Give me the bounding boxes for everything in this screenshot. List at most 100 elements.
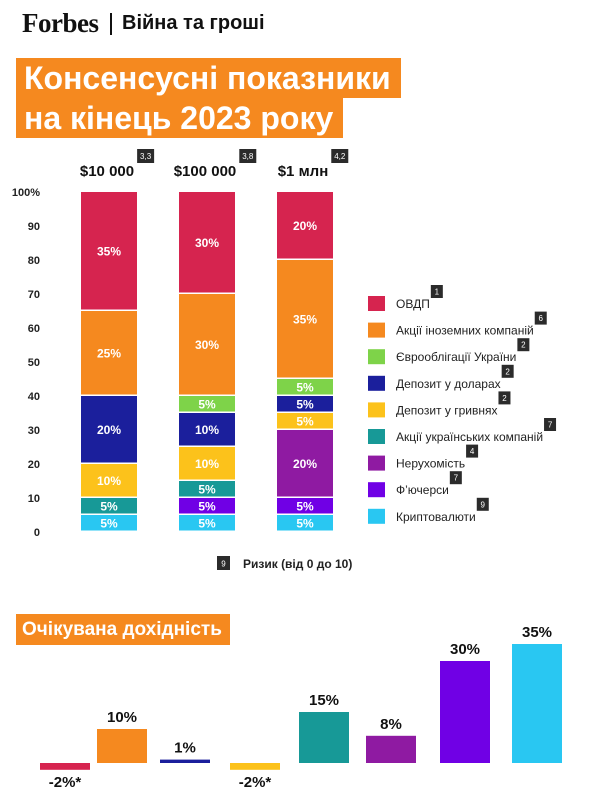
bar-segment	[277, 260, 333, 378]
y-tick-label: 90	[28, 221, 40, 233]
legend-risk-value: 7	[548, 421, 553, 430]
bar-segment	[277, 413, 333, 429]
bar-segment	[81, 515, 137, 531]
return-value-label: 30%	[450, 641, 480, 658]
segment-label: 5%	[296, 381, 314, 395]
page-title-line-1: Консенсусні показники	[16, 58, 401, 98]
segment-label: 5%	[198, 398, 216, 412]
bar-segment	[179, 481, 235, 497]
segment-label: 5%	[198, 517, 216, 531]
bar-segment	[179, 413, 235, 446]
y-tick-label: 40	[28, 391, 40, 403]
legend-risk-value: 4	[470, 447, 475, 456]
legend-risk-value: 9	[481, 500, 486, 509]
bar-segment	[179, 192, 235, 293]
legend-risk-value: 6	[539, 314, 544, 323]
bar-segment	[277, 379, 333, 395]
bar-segment	[179, 498, 235, 514]
legend-label: ОВДП	[396, 297, 430, 311]
legend-risk-badge	[466, 444, 479, 458]
portfolio-stacked-chart: 0 10 20 30 40 50 60 70 80 90 100% $10 000 3,3 5% 5% 10%…	[12, 149, 557, 571]
legend-risk-value: 2	[521, 341, 526, 350]
bar-segment	[179, 294, 235, 395]
segment-label: 25%	[97, 347, 121, 361]
legend-label: Нерухомість	[396, 457, 465, 471]
y-tick-label: 30	[28, 425, 40, 437]
legend-swatch	[368, 296, 385, 311]
segment-label: 30%	[195, 236, 219, 250]
y-tick-label: 20	[28, 459, 40, 471]
y-tick-label: 80	[28, 255, 40, 267]
return-value-label: -2%*	[49, 774, 82, 791]
segment-label: 5%	[296, 398, 314, 412]
return-value-label: 10%	[107, 709, 137, 726]
segment-label: 20%	[97, 423, 121, 437]
legend-label: Депозит у доларах	[396, 377, 501, 391]
return-bar	[366, 735, 416, 763]
bar-segment	[81, 498, 137, 514]
segment-label: 35%	[97, 245, 121, 259]
bar-segment	[81, 396, 137, 463]
y-tick-label: 70	[28, 289, 40, 301]
legend-risk-value: 1	[435, 288, 440, 297]
return-bar	[97, 729, 147, 763]
legend-risk-badge	[449, 471, 462, 485]
legend-risk-badge	[501, 364, 514, 378]
bar-segment	[81, 192, 137, 310]
return-bar	[440, 661, 490, 763]
legend-swatch	[368, 322, 385, 338]
legend-risk-badge	[517, 338, 530, 352]
bar-segment	[179, 447, 235, 480]
y-tick-label: 60	[28, 323, 40, 335]
legend-swatch	[368, 508, 385, 524]
return-bar	[160, 759, 210, 763]
legend-swatch	[368, 349, 385, 365]
segment-label: 20%	[293, 219, 317, 233]
risk-badge	[331, 149, 349, 163]
section-name: Війна та гроші	[122, 12, 265, 34]
legend-risk-value: 2	[505, 367, 510, 376]
segment-label: 5%	[296, 415, 314, 429]
segment-label: 10%	[195, 423, 219, 437]
legend-swatch	[368, 455, 385, 471]
segment-label: 5%	[296, 517, 314, 531]
legend-swatch	[368, 429, 385, 444]
bar-segment	[81, 464, 137, 497]
return-value-label: -2%*	[239, 774, 272, 791]
bar-segment	[277, 396, 333, 412]
segment-label: 5%	[100, 500, 118, 514]
segment-label: 5%	[198, 483, 216, 497]
legend-risk-badge	[498, 391, 511, 405]
category-label: $1 млн	[278, 163, 329, 180]
return-bar	[299, 712, 349, 763]
page-title-line-2: на кінець 2023 року	[16, 98, 344, 138]
legend-label: Єврооблігації України	[396, 350, 516, 364]
legend-swatch	[368, 375, 385, 391]
segment-label: 10%	[195, 457, 219, 471]
legend-swatch	[368, 402, 385, 418]
bar-segment	[277, 498, 333, 514]
bar-segment	[277, 192, 333, 259]
legend-risk-value: 2	[502, 394, 507, 403]
return-bar	[230, 763, 280, 770]
legend-label: Депозит у гривнях	[396, 403, 497, 417]
legend-swatch	[368, 482, 385, 498]
bar-segment	[277, 430, 333, 497]
returns-title: Очікувана дохідність	[16, 614, 230, 645]
segment-label: 5%	[198, 500, 216, 514]
category-label: $10 000	[80, 163, 134, 180]
segment-label: 35%	[293, 313, 317, 327]
legend-risk-badge	[544, 418, 557, 431]
return-value-label: 15%	[309, 692, 339, 709]
brand-logo: Forbes	[22, 8, 99, 38]
risk-note-text: Ризик (від 0 до 10)	[243, 557, 352, 571]
risk-badge-value: 4,2	[334, 152, 346, 161]
bar-segment	[179, 515, 235, 531]
risk-badge	[239, 149, 257, 163]
expected-returns-chart: -2%* 10% 1% -2%* 15% 8% 30% 35%	[40, 624, 562, 791]
legend-label: Акції іноземних компаній	[396, 324, 534, 338]
legend-risk-badge	[476, 497, 489, 511]
segment-label: 30%	[195, 338, 219, 352]
legend-risk-value: 7	[454, 474, 459, 483]
segment-label: 5%	[296, 500, 314, 514]
